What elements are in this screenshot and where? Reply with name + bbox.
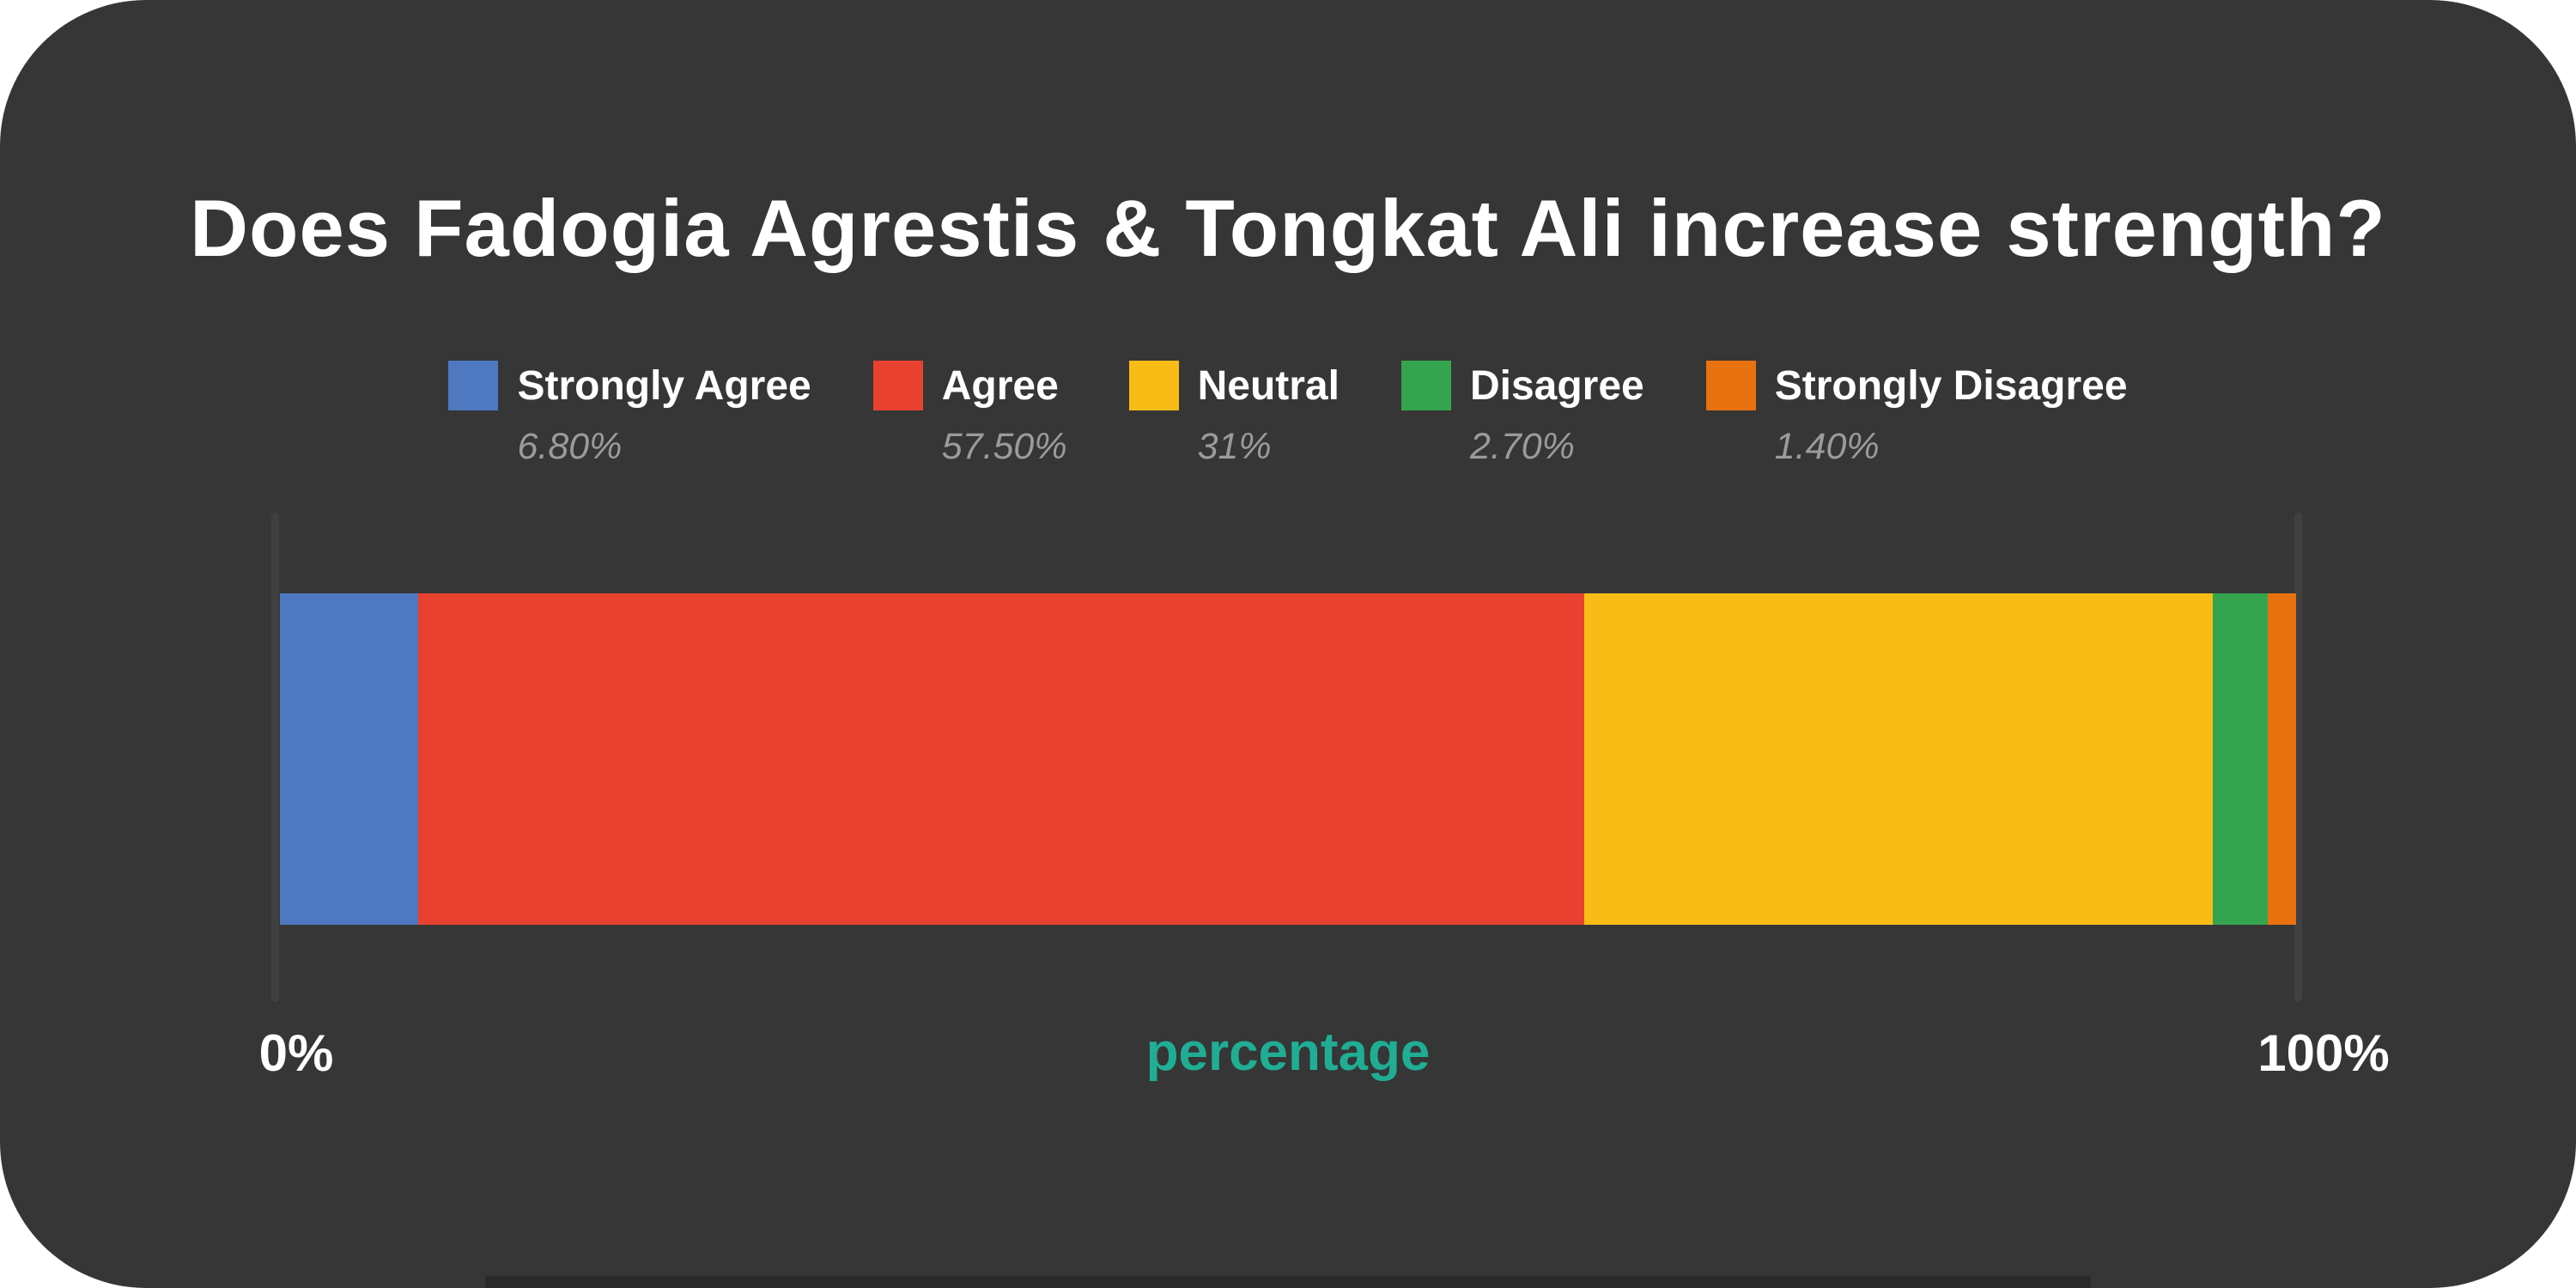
- legend-value-agree: 57.50%: [941, 426, 1067, 467]
- x-axis-tick-right: [2294, 513, 2302, 1002]
- legend-label-strongly-agree: Strongly Agree: [517, 362, 811, 409]
- legend: Strongly Agree 6.80% Agree 57.50% Neutra…: [0, 361, 2576, 468]
- legend-label-disagree: Disagree: [1469, 362, 1644, 409]
- legend-swatch-agree: [872, 361, 923, 410]
- legend-item-agree: Agree 57.50%: [872, 361, 1067, 468]
- legend-item-header: Disagree: [1400, 361, 1644, 410]
- legend-item-strongly-disagree: Strongly Disagree 1.40%: [1705, 361, 2128, 468]
- legend-swatch-disagree: [1400, 361, 1451, 410]
- legend-value-strongly-agree: 6.80%: [517, 426, 623, 467]
- legend-value-strongly-disagree: 1.40%: [1774, 426, 1880, 467]
- chart-title: Does Fadogia Agrestis & Tongkat Ali incr…: [190, 183, 2386, 273]
- legend-item-header: Neutral: [1128, 361, 1340, 410]
- stacked-bar: [280, 593, 2297, 925]
- legend-swatch-strongly-agree: [448, 361, 499, 410]
- legend-item-header: Strongly Disagree: [1705, 361, 2128, 410]
- legend-item-neutral: Neutral 31%: [1128, 361, 1340, 468]
- legend-item-header: Agree: [872, 361, 1067, 410]
- legend-swatch-strongly-disagree: [1705, 361, 1756, 410]
- legend-value-neutral: 31%: [1197, 426, 1272, 467]
- legend-label-agree: Agree: [941, 362, 1059, 409]
- legend-label-neutral: Neutral: [1197, 362, 1340, 409]
- legend-swatch-neutral: [1128, 361, 1179, 410]
- x-axis-tick-left: [271, 513, 279, 1002]
- legend-item-strongly-agree: Strongly Agree 6.80%: [448, 361, 811, 468]
- legend-value-disagree: 2.70%: [1469, 426, 1575, 467]
- bar-segment-strongly-disagree: [2267, 593, 2297, 925]
- x-axis-label-min: 0%: [258, 1024, 334, 1082]
- bar-segment-agree: [417, 593, 1584, 925]
- legend-label-strongly-disagree: Strongly Disagree: [1774, 362, 2128, 409]
- legend-item-disagree: Disagree 2.70%: [1400, 361, 1644, 468]
- legend-item-header: Strongly Agree: [448, 361, 811, 410]
- x-axis-title: percentage: [1145, 1023, 1431, 1082]
- card-bottom-edge-shadow: [485, 1276, 2091, 1288]
- x-axis-label-max: 100%: [2257, 1024, 2390, 1082]
- bar-segment-neutral: [1583, 593, 2214, 925]
- bar-segment-strongly-agree: [280, 593, 418, 925]
- bar-segment-disagree: [2213, 593, 2268, 925]
